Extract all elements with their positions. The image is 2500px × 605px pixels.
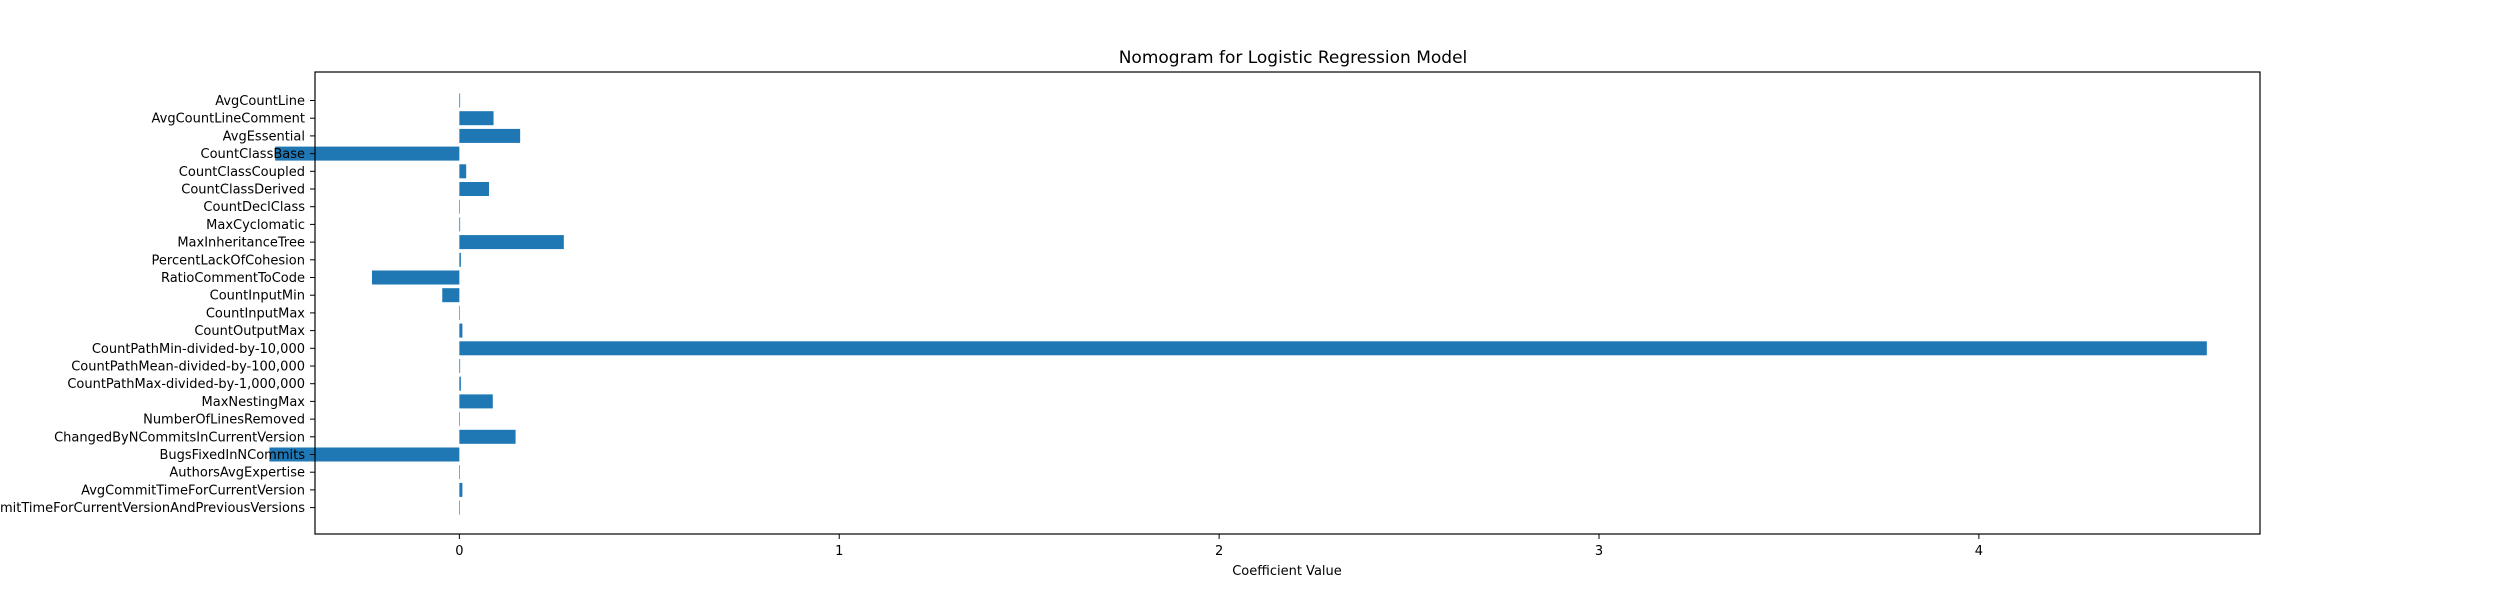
y-tick-label: CountOutputMax — [194, 324, 305, 339]
y-tick-label: RatioCommentToCode — [161, 271, 305, 286]
y-tick-label: AvgCommitTimeForCurrentVersionAndPreviou… — [0, 501, 305, 516]
bar-23 — [459, 500, 460, 515]
bar-14 — [459, 341, 2207, 356]
bar-18 — [459, 412, 460, 427]
x-tick-label: 3 — [1595, 544, 1603, 559]
bar-17 — [459, 394, 493, 409]
y-tick-label: AvgEssential — [223, 129, 305, 144]
y-tick-label: CountPathMax-divided-by-1,000,000 — [67, 377, 305, 392]
bar-16 — [459, 376, 461, 391]
y-tick-label: CountClassCoupled — [179, 165, 305, 180]
x-axis-label: Coefficient Value — [1232, 564, 1342, 579]
x-axis: 0 1 2 3 4 — [455, 534, 1983, 559]
x-tick-label: 1 — [835, 544, 843, 559]
bar-4 — [459, 164, 467, 179]
bar-21 — [459, 465, 460, 480]
bar-20 — [269, 447, 460, 462]
y-tick-label: NumberOfLinesRemoved — [143, 413, 305, 428]
bar-1 — [459, 111, 494, 126]
bar-3 — [275, 146, 460, 161]
y-tick-label: PercentLackOfCohesion — [152, 253, 305, 268]
bar-10 — [371, 270, 460, 285]
y-tick-label: ChangedByNCommitsInCurrentVersion — [54, 430, 305, 445]
y-tick-label: MaxNestingMax — [202, 395, 306, 410]
bar-11 — [442, 288, 460, 303]
chart-title: Nomogram for Logistic Regression Model — [1119, 48, 1468, 68]
y-tick-label: CountPathMin-divided-by-10,000 — [92, 342, 305, 357]
bar-6 — [459, 199, 460, 214]
bar-9 — [459, 252, 461, 267]
bar-13 — [459, 323, 463, 338]
bar-22 — [459, 482, 463, 497]
y-tick-label: CountClassDerived — [181, 183, 305, 198]
y-tick-label: AvgCountLine — [215, 94, 305, 109]
plot-area-frame — [314, 71, 2261, 535]
y-tick-label: CountInputMax — [206, 306, 305, 321]
y-tick-label: MaxInheritanceTree — [177, 236, 305, 251]
x-tick-label: 4 — [1975, 544, 1983, 559]
bar-0 — [459, 93, 461, 108]
bar-8 — [459, 235, 564, 250]
bars-group — [269, 93, 2207, 515]
bar-12 — [459, 305, 460, 320]
bar-15 — [459, 359, 461, 373]
y-tick-label: CountClassBase — [201, 147, 305, 162]
bar-2 — [459, 128, 521, 143]
y-tick-label: MaxCyclomatic — [206, 218, 305, 233]
x-tick-label: 0 — [455, 544, 463, 559]
bar-5 — [459, 182, 489, 196]
y-tick-label: AvgCountLineComment — [152, 112, 305, 127]
y-tick-label: BugsFixedInNCommits — [159, 448, 305, 463]
y-tick-label: AuthorsAvgExpertise — [169, 466, 305, 481]
y-tick-label: CountDeclClass — [203, 200, 305, 215]
y-tick-label: CountPathMean-divided-by-100,000 — [71, 360, 305, 375]
bar-19 — [459, 429, 516, 444]
y-tick-label: CountInputMin — [210, 289, 305, 304]
y-axis: AvgCountLine AvgCountLineComment AvgEssent… — [0, 94, 315, 516]
x-tick-label: 2 — [1215, 544, 1223, 559]
bar-7 — [459, 217, 461, 232]
y-tick-label: AvgCommitTimeForCurrentVersion — [81, 483, 305, 498]
